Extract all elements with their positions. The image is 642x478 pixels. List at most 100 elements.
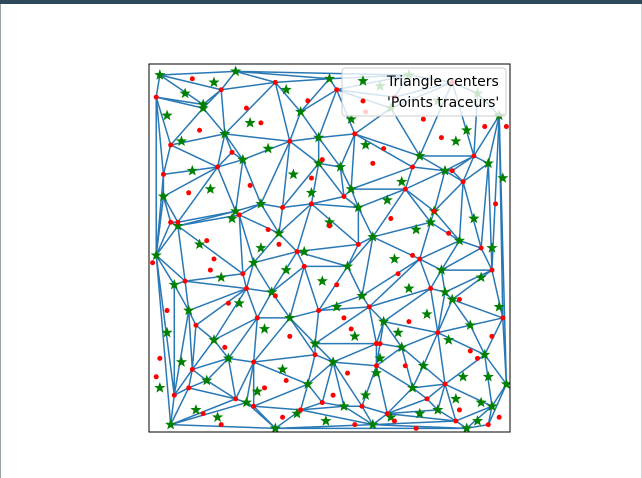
mesh-edge bbox=[462, 155, 475, 183]
tracer-point bbox=[428, 285, 434, 291]
tracer-point bbox=[262, 385, 268, 391]
tracer-point bbox=[453, 418, 459, 424]
mesh-edge bbox=[220, 89, 226, 134]
mesh-edge bbox=[289, 136, 319, 143]
mesh-edge bbox=[238, 214, 244, 274]
triangle-center-point bbox=[414, 150, 426, 161]
mesh-edge bbox=[253, 383, 309, 407]
mesh-edge bbox=[404, 170, 446, 190]
mesh-edge bbox=[213, 317, 258, 341]
mesh-edge bbox=[281, 141, 291, 208]
triangle-center-point bbox=[461, 422, 473, 432]
legend-star-marker bbox=[357, 75, 369, 86]
tracer-point bbox=[381, 146, 387, 152]
triangle-center-point bbox=[230, 205, 242, 216]
mesh-edge bbox=[224, 81, 276, 135]
mesh-edge bbox=[274, 81, 302, 113]
triangle-center-point bbox=[161, 109, 173, 121]
triangle-center-point bbox=[468, 212, 480, 224]
triangle-center-point bbox=[255, 197, 267, 209]
tracer-point bbox=[316, 308, 322, 314]
legend-label-points-traceurs: 'Points traceurs' bbox=[387, 95, 499, 111]
tracer-point bbox=[215, 164, 221, 170]
tracer-point bbox=[168, 219, 174, 225]
mesh-edge bbox=[173, 369, 193, 396]
mesh-edge bbox=[339, 166, 345, 197]
mesh-edge bbox=[487, 115, 500, 164]
triangle-center-point bbox=[331, 301, 343, 312]
mesh-edge bbox=[311, 195, 345, 205]
triangle-center-point bbox=[327, 356, 339, 367]
tracer-point bbox=[251, 359, 257, 365]
mesh-edge bbox=[234, 159, 244, 212]
triangle-center-point bbox=[367, 418, 379, 430]
triangle-center-point bbox=[226, 212, 238, 224]
mesh-edge bbox=[253, 405, 276, 429]
triangle-center-point bbox=[461, 124, 473, 135]
tracer-point bbox=[233, 396, 239, 402]
triangle-center-point bbox=[421, 308, 433, 319]
triangle-center-point bbox=[435, 264, 447, 275]
tracer-point bbox=[272, 79, 278, 85]
mesh-edge bbox=[437, 332, 446, 385]
tracer-point bbox=[157, 355, 163, 361]
mesh-edge bbox=[357, 207, 374, 238]
triangle-center-point bbox=[212, 411, 224, 423]
tracer-point bbox=[359, 403, 365, 409]
tracer-point bbox=[478, 245, 484, 251]
mesh-edge bbox=[274, 82, 291, 142]
triangle-center-point bbox=[482, 157, 494, 169]
mesh-edge bbox=[318, 295, 363, 312]
mesh-edge bbox=[159, 74, 222, 91]
mesh-edge bbox=[162, 196, 172, 223]
tracer-point bbox=[287, 333, 293, 339]
mesh-edge bbox=[155, 225, 179, 256]
mesh-edge bbox=[491, 115, 500, 271]
tracer-point bbox=[294, 249, 300, 255]
triangle-mesh bbox=[155, 70, 508, 430]
tracer-point bbox=[420, 116, 426, 122]
triangle-center-point bbox=[154, 381, 166, 393]
mesh-edge bbox=[300, 401, 323, 411]
triangle-center-point bbox=[208, 76, 220, 88]
tracer-point bbox=[435, 330, 441, 336]
triangle-center-point bbox=[276, 363, 289, 375]
mesh-edge bbox=[451, 298, 504, 319]
mesh-edge bbox=[487, 406, 493, 425]
mesh-edge bbox=[429, 288, 439, 333]
triangle-center-point bbox=[345, 183, 357, 194]
tracer-point bbox=[280, 205, 286, 211]
triangle-center-point bbox=[175, 356, 188, 367]
mesh-edge bbox=[278, 232, 298, 253]
mesh-edge bbox=[480, 247, 493, 271]
mesh-edge bbox=[422, 332, 439, 367]
mesh-edge bbox=[372, 420, 456, 426]
triangle-center-point bbox=[280, 83, 292, 95]
mesh-edge bbox=[332, 361, 363, 407]
triangle-center-point bbox=[175, 135, 188, 147]
mesh-edge bbox=[155, 74, 161, 98]
mesh-edge bbox=[278, 207, 284, 234]
tracer-point bbox=[308, 175, 314, 181]
mesh-edge bbox=[412, 383, 446, 389]
mesh-edge bbox=[242, 159, 262, 205]
triangle-center-point bbox=[388, 253, 401, 264]
tracer-point bbox=[334, 87, 340, 93]
tracer-point bbox=[153, 374, 159, 380]
tracer-point bbox=[182, 278, 188, 284]
mesh-edge bbox=[300, 78, 331, 113]
tracer-point bbox=[298, 407, 304, 413]
mesh-edge bbox=[469, 324, 486, 356]
mesh-edge bbox=[419, 258, 432, 289]
mesh-edge bbox=[419, 239, 460, 260]
tracer-point bbox=[355, 241, 361, 247]
triangle-center-point bbox=[464, 319, 476, 331]
mesh-edge bbox=[321, 361, 334, 403]
tracer-point bbox=[229, 149, 235, 155]
mesh-edge bbox=[318, 137, 341, 168]
mesh-edge bbox=[498, 115, 504, 318]
tracer-point bbox=[410, 252, 416, 258]
mesh-edge bbox=[155, 96, 172, 146]
tracer-point bbox=[258, 120, 264, 126]
mesh-edge bbox=[170, 423, 276, 430]
